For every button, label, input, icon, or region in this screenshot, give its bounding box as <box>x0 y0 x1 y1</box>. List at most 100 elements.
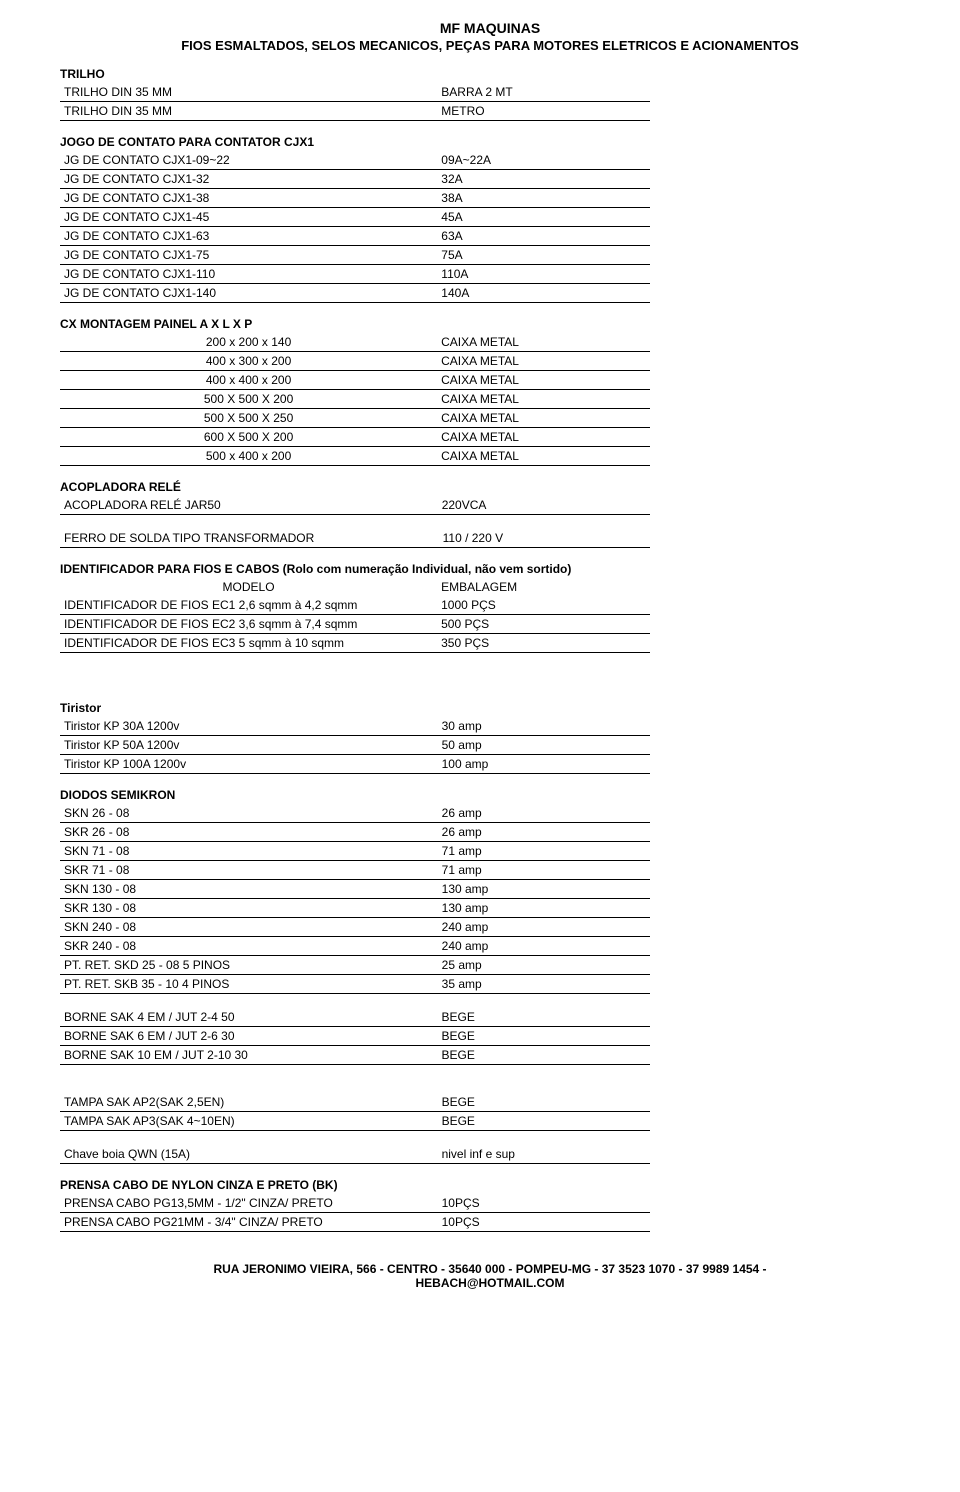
cell: 350 PÇS <box>437 634 650 653</box>
cell: 09A~22A <box>437 151 650 170</box>
cell: 71 amp <box>438 861 650 880</box>
cell: JG DE CONTATO CJX1-75 <box>60 246 437 265</box>
table-row: BORNE SAK 6 EM / JUT 2-6 30BEGE <box>60 1027 650 1046</box>
cell: 500 X 500 X 250 <box>60 409 437 428</box>
cell: JG DE CONTATO CJX1-09~22 <box>60 151 437 170</box>
footer: RUA JERONIMO VIEIRA, 566 - CENTRO - 3564… <box>60 1262 920 1290</box>
section-identificador-title: IDENTIFICADOR PARA FIOS E CABOS (Rolo co… <box>60 562 660 576</box>
table-row: PT. RET. SKB 35 - 10 4 PINOS35 amp <box>60 975 650 994</box>
page-subtitle: FIOS ESMALTADOS, SELOS MECANICOS, PEÇAS … <box>60 38 920 53</box>
table-row: TAMPA SAK AP3(SAK 4~10EN)BEGE <box>60 1112 650 1131</box>
cell: BORNE SAK 10 EM / JUT 2-10 30 <box>60 1046 437 1065</box>
table-row: 400 x 400 x 200CAIXA METAL <box>60 371 650 390</box>
table-row: PT. RET. SKD 25 - 08 5 PINOS25 amp <box>60 956 650 975</box>
cell: 50 amp <box>438 736 650 755</box>
table-row: IDENTIFICADOR DE FIOS EC3 5 sqmm à 10 sq… <box>60 634 650 653</box>
section-trilho-title: TRILHO <box>60 67 660 81</box>
table-borne: BORNE SAK 4 EM / JUT 2-4 50BEGEBORNE SAK… <box>60 1008 650 1065</box>
table-row: BORNE SAK 4 EM / JUT 2-4 50BEGE <box>60 1008 650 1027</box>
cell: BEGE <box>438 1112 650 1131</box>
cell: CAIXA METAL <box>437 428 650 447</box>
col-modelo: MODELO <box>60 578 437 596</box>
table-row: Tiristor KP 30A 1200v30 amp <box>60 717 650 736</box>
cell: TAMPA SAK AP3(SAK 4~10EN) <box>60 1112 438 1131</box>
table-row: ACOPLADORA RELÉ JAR50220VCA <box>60 496 650 515</box>
cell: 130 amp <box>438 899 650 918</box>
table-row: JG DE CONTATO CJX1-09~2209A~22A <box>60 151 650 170</box>
cell: nivel inf e sup <box>438 1145 650 1164</box>
table-row: PRENSA CABO PG21MM - 3/4" CINZA/ PRETO10… <box>60 1213 650 1232</box>
cell: CAIXA METAL <box>437 409 650 428</box>
cell: BEGE <box>438 1093 650 1112</box>
table-row: TRILHO DIN 35 MMBARRA 2 MT <box>60 83 650 102</box>
cell: SKR 26 - 08 <box>60 823 438 842</box>
table-row: 600 X 500 X 200CAIXA METAL <box>60 428 650 447</box>
cell: 71 amp <box>438 842 650 861</box>
cell: IDENTIFICADOR DE FIOS EC1 2,6 sqmm à 4,2… <box>60 596 437 615</box>
cell: Tiristor KP 30A 1200v <box>60 717 438 736</box>
cell: 38A <box>437 189 650 208</box>
footer-line2: HEBACH@HOTMAIL.COM <box>415 1276 564 1290</box>
table-row: JG DE CONTATO CJX1-3838A <box>60 189 650 208</box>
cell: 110A <box>437 265 650 284</box>
table-row: SKR 130 - 08130 amp <box>60 899 650 918</box>
cell: PRENSA CABO PG21MM - 3/4" CINZA/ PRETO <box>60 1213 438 1232</box>
cell: BORNE SAK 4 EM / JUT 2-4 50 <box>60 1008 437 1027</box>
cell: BORNE SAK 6 EM / JUT 2-6 30 <box>60 1027 437 1046</box>
table-row: 500 X 500 X 250CAIXA METAL <box>60 409 650 428</box>
table-row: JG DE CONTATO CJX1-110110A <box>60 265 650 284</box>
table-prensa: PRENSA CABO PG13,5MM - 1/2" CINZA/ PRETO… <box>60 1194 650 1232</box>
cell: 10PÇS <box>438 1213 650 1232</box>
cell: 35 amp <box>438 975 650 994</box>
cell: PRENSA CABO PG13,5MM - 1/2" CINZA/ PRETO <box>60 1194 438 1213</box>
section-cx-title: CX MONTAGEM PAINEL A X L X P <box>60 317 660 331</box>
cell: ACOPLADORA RELÉ JAR50 <box>60 496 438 515</box>
cell: JG DE CONTATO CJX1-63 <box>60 227 437 246</box>
table-row: JG DE CONTATO CJX1-140140A <box>60 284 650 303</box>
cell: Chave boia QWN (15A) <box>60 1145 438 1164</box>
table-jogo: JG DE CONTATO CJX1-09~2209A~22AJG DE CON… <box>60 151 650 303</box>
cell: SKN 240 - 08 <box>60 918 438 937</box>
table-row: JG DE CONTATO CJX1-3232A <box>60 170 650 189</box>
cell: 130 amp <box>438 880 650 899</box>
cell: 500 PÇS <box>437 615 650 634</box>
cell: SKR 71 - 08 <box>60 861 438 880</box>
table-row: Tiristor KP 50A 1200v50 amp <box>60 736 650 755</box>
cell: 220VCA <box>438 496 650 515</box>
table-row: SKR 26 - 0826 amp <box>60 823 650 842</box>
cell: 500 x 400 x 200 <box>60 447 437 466</box>
table-row: Chave boia QWN (15A)nivel inf e sup <box>60 1145 650 1164</box>
cell: 45A <box>437 208 650 227</box>
cell: IDENTIFICADOR DE FIOS EC2 3,6 sqmm à 7,4… <box>60 615 437 634</box>
table-row: PRENSA CABO PG13,5MM - 1/2" CINZA/ PRETO… <box>60 1194 650 1213</box>
cell: JG DE CONTATO CJX1-38 <box>60 189 437 208</box>
table-row: SKN 130 - 08130 amp <box>60 880 650 899</box>
cell: 26 amp <box>438 804 650 823</box>
cell: CAIXA METAL <box>437 371 650 390</box>
table-trilho: TRILHO DIN 35 MMBARRA 2 MTTRILHO DIN 35 … <box>60 83 650 121</box>
cell: IDENTIFICADOR DE FIOS EC3 5 sqmm à 10 sq… <box>60 634 437 653</box>
cell: BEGE <box>437 1046 650 1065</box>
cell: 400 x 300 x 200 <box>60 352 437 371</box>
cell: SKR 130 - 08 <box>60 899 438 918</box>
table-row: JG DE CONTATO CJX1-6363A <box>60 227 650 246</box>
table-row: 400 x 300 x 200CAIXA METAL <box>60 352 650 371</box>
table-diodos: SKN 26 - 0826 ampSKR 26 - 0826 ampSKN 71… <box>60 804 650 994</box>
table-row: IDENTIFICADOR DE FIOS EC2 3,6 sqmm à 7,4… <box>60 615 650 634</box>
cell: TRILHO DIN 35 MM <box>60 83 437 102</box>
cell: 500 X 500 X 200 <box>60 390 437 409</box>
cell: 600 X 500 X 200 <box>60 428 437 447</box>
footer-line1: RUA JERONIMO VIEIRA, 566 - CENTRO - 3564… <box>213 1262 766 1276</box>
table-identificador: MODELO EMBALAGEM IDENTIFICADOR DE FIOS E… <box>60 578 650 653</box>
section-jogo-title: JOGO DE CONTATO PARA CONTATOR CJX1 <box>60 135 660 149</box>
cell: 10PÇS <box>438 1194 650 1213</box>
cell: JG DE CONTATO CJX1-45 <box>60 208 437 227</box>
table-cx: 200 x 200 x 140CAIXA METAL400 x 300 x 20… <box>60 333 650 466</box>
table-row: TRILHO DIN 35 MMMETRO <box>60 102 650 121</box>
table-row: 200 x 200 x 140CAIXA METAL <box>60 333 650 352</box>
cell: 26 amp <box>438 823 650 842</box>
cell: 63A <box>437 227 650 246</box>
cell: JG DE CONTATO CJX1-140 <box>60 284 437 303</box>
page-title: MF MAQUINAS <box>60 20 920 36</box>
cell: Tiristor KP 100A 1200v <box>60 755 438 774</box>
